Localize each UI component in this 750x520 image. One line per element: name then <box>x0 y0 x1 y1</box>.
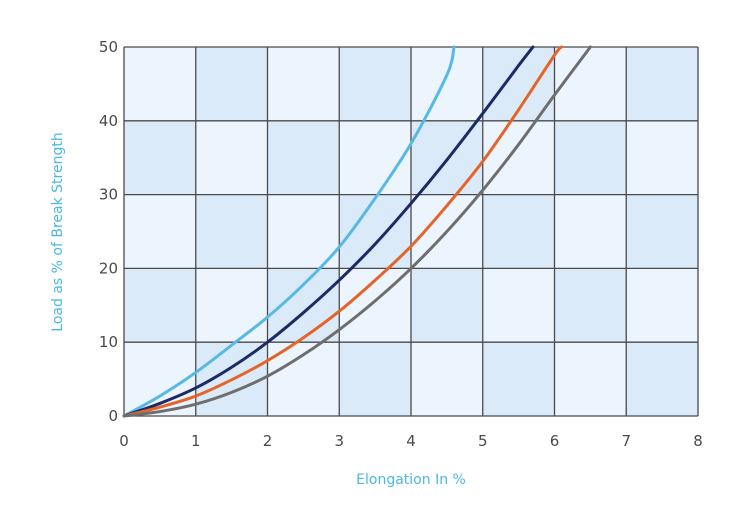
x-tick-label: 4 <box>406 432 416 450</box>
y-axis-title: Load as % of Break Strength <box>50 132 66 331</box>
x-tick-label: 3 <box>334 432 344 450</box>
series-line-4 <box>122 45 592 418</box>
background-cell <box>482 194 555 269</box>
background-cell <box>411 342 483 416</box>
background-cell <box>554 47 627 121</box>
background-cell <box>626 47 698 121</box>
background-cell <box>124 194 196 269</box>
x-tick-labels: 0 1 2 3 4 5 6 7 8 <box>119 432 703 450</box>
background-cell <box>626 268 698 343</box>
background-cell <box>626 342 698 416</box>
y-tick-label: 10 <box>99 333 118 351</box>
background-cell <box>482 120 555 195</box>
background-cell <box>411 47 483 121</box>
background-cell <box>554 342 627 416</box>
x-tick-label: 5 <box>478 432 488 450</box>
y-tick-labels: 0 10 20 30 40 50 <box>99 38 118 425</box>
background-cell <box>195 194 268 269</box>
background-cell <box>482 342 555 416</box>
y-tick-label: 20 <box>99 259 118 277</box>
y-tick-label: 30 <box>99 186 118 204</box>
x-tick-label: 1 <box>191 432 201 450</box>
series-line-3 <box>122 45 564 418</box>
series-line-1 <box>122 45 456 418</box>
background-cell <box>124 120 196 195</box>
y-tick-label: 50 <box>99 38 118 56</box>
background-cell <box>554 120 627 195</box>
background-cell <box>195 120 268 195</box>
background-cell <box>339 120 411 195</box>
x-axis-title: Elongation In % <box>356 472 466 488</box>
y-tick-label: 0 <box>108 407 118 425</box>
background-cell <box>267 120 340 195</box>
x-tick-label: 8 <box>693 432 703 450</box>
background-cell <box>124 47 196 121</box>
y-tick-label: 40 <box>99 112 118 130</box>
x-tick-label: 2 <box>263 432 273 450</box>
x-tick-label: 6 <box>550 432 560 450</box>
background-cell <box>267 194 340 269</box>
background-cell <box>626 120 698 195</box>
background-cell <box>195 47 268 121</box>
background-cell <box>554 268 627 343</box>
x-tick-label: 7 <box>621 432 631 450</box>
background-cell <box>411 268 483 343</box>
background-cell <box>339 47 411 121</box>
background-cell <box>267 268 340 343</box>
background-cell <box>267 47 340 121</box>
background-cell <box>124 268 196 343</box>
background-cell <box>554 194 627 269</box>
background-cell <box>339 342 411 416</box>
background-cell <box>482 268 555 343</box>
series-lines <box>122 45 592 418</box>
background-cell <box>195 268 268 343</box>
series-line-2 <box>122 45 535 418</box>
background-bands <box>124 47 698 416</box>
background-cell <box>626 194 698 269</box>
x-tick-label: 0 <box>119 432 129 450</box>
